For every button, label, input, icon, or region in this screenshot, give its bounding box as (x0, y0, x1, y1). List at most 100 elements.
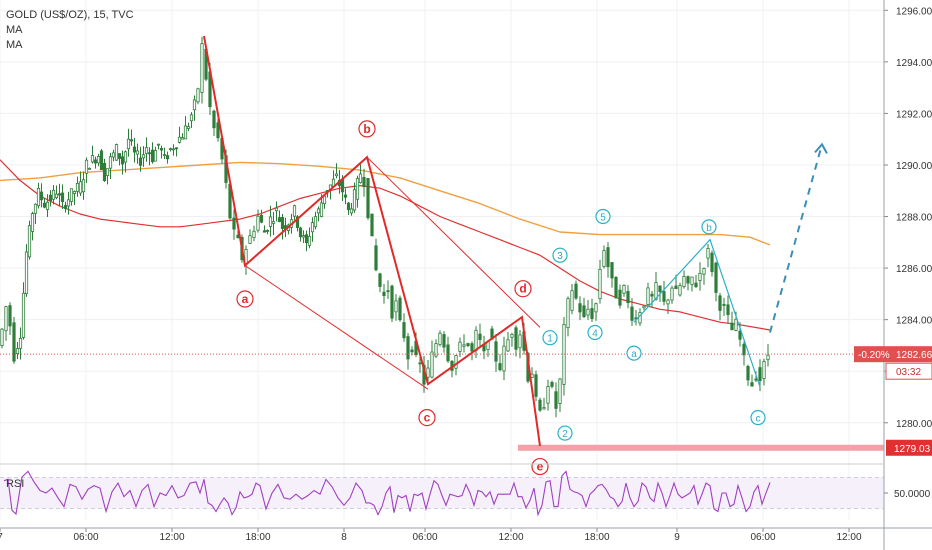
candle-body (292, 205, 297, 217)
countdown-text: 03:32 (896, 367, 921, 378)
wave-label-circle (552, 247, 568, 263)
candle-body (313, 216, 318, 228)
candle-body (129, 139, 134, 142)
candle-body (430, 351, 434, 378)
candle-body (514, 327, 518, 350)
candle-body (630, 306, 634, 321)
candle-body (386, 290, 390, 293)
candle-body (99, 150, 104, 171)
chart-legend: GOLD (US$/OZ), 15, TVC MA MA (6, 8, 134, 53)
candle-body (63, 205, 68, 209)
candle-body (12, 322, 16, 362)
candle-body (102, 162, 107, 182)
y-tick-label: 1286.00 (896, 264, 932, 275)
candle-body (654, 282, 658, 300)
candle-body (510, 333, 514, 338)
wave-label-circle (701, 219, 717, 235)
candle-body (75, 182, 80, 192)
candle-body (498, 363, 502, 371)
candle-body (606, 247, 610, 268)
wave-label: 4 (587, 324, 603, 341)
candle-body (734, 318, 738, 331)
wave-label-text: c (424, 411, 431, 425)
y-tick-label: 1288.00 (896, 213, 932, 224)
x-tick-label: 06:00 (750, 532, 775, 543)
candle-body (262, 230, 267, 233)
x-tick-label: 8 (341, 532, 347, 543)
candle-body (259, 215, 264, 223)
candle-body (706, 248, 710, 259)
candle-body (144, 147, 149, 154)
wave-label-circle (557, 425, 573, 441)
wave-label-circle (358, 120, 376, 138)
candle-body (96, 156, 101, 164)
candle-body (81, 179, 86, 193)
candle-body (177, 136, 182, 143)
wave-label-circle (587, 324, 603, 341)
candle-body (554, 391, 558, 409)
candle-body (90, 155, 95, 163)
candle-body (111, 152, 116, 158)
y-tick-label: 1292.00 (896, 109, 932, 120)
candle-body (72, 191, 77, 194)
candle-body (546, 386, 550, 404)
candle-body (470, 343, 474, 352)
candle-body (602, 250, 606, 267)
candle-body (4, 306, 8, 332)
rsi-legend[interactable]: RSI (6, 478, 25, 490)
candle-body (686, 276, 690, 284)
candle-body (84, 159, 89, 174)
wave-label-text: a (631, 349, 637, 360)
candle-body (54, 193, 59, 199)
support-line (518, 444, 884, 451)
candle-body (310, 222, 315, 233)
candle-body (582, 305, 586, 317)
candle-body (362, 177, 366, 188)
candle-body (216, 122, 220, 139)
symbol-title[interactable]: GOLD (US$/OZ), 15, TVC (6, 9, 134, 21)
candle-body (382, 291, 386, 297)
candle-body (27, 225, 32, 258)
candle-body (658, 285, 662, 293)
candle-body (758, 367, 762, 382)
ma-red-line (0, 159, 771, 331)
triangle-boundary-line (366, 156, 541, 328)
support-price-badge: 1279.03 (886, 439, 932, 456)
candle-body (171, 148, 176, 151)
candle-body (117, 153, 122, 159)
candle-body (626, 291, 630, 304)
candle-body (370, 213, 374, 237)
candle-body (538, 399, 542, 411)
candle-body (168, 148, 173, 151)
wave-label: 3 (552, 247, 568, 263)
candle-body (434, 343, 438, 357)
ma-legend-1[interactable]: MA (6, 24, 23, 36)
wave-label: 2 (557, 425, 573, 441)
candle-body (466, 343, 470, 347)
candle-body (474, 329, 478, 351)
rsi-band-fill (0, 477, 884, 509)
wave-label-text: a (242, 292, 249, 306)
wave-label: b (358, 120, 376, 138)
candle-body (189, 114, 194, 122)
wave-label-text: e (537, 460, 544, 474)
candle-body (36, 187, 41, 207)
candle-body (670, 287, 674, 301)
candle-body (438, 332, 442, 346)
candle-body (682, 275, 686, 287)
wave-label-text: b (363, 122, 370, 136)
x-tick-label: 06:00 (73, 532, 98, 543)
candle-body (114, 144, 119, 161)
ma-legend-2[interactable]: MA (6, 39, 23, 51)
candle-body (690, 276, 694, 285)
candle-body (642, 305, 646, 309)
candle-body (162, 154, 167, 156)
wave-label: 1 (542, 330, 558, 346)
candle-body (24, 251, 29, 295)
wave-label: c (750, 410, 766, 426)
candle-body (60, 192, 65, 202)
wave-label: a (236, 290, 254, 308)
candle-body (304, 234, 309, 244)
candle-body (346, 202, 351, 211)
